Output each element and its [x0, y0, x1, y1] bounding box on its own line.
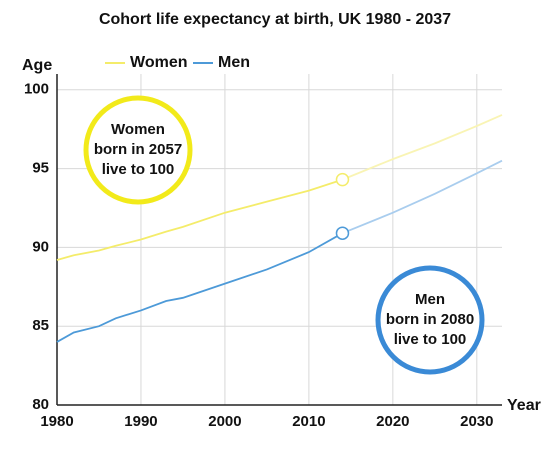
- annotation-text: live to 100: [102, 161, 175, 178]
- y-axis-label: Age: [22, 57, 52, 74]
- y-tick-label: 90: [32, 238, 49, 255]
- line: [56, 178, 343, 261]
- annotation-text: live to 100: [394, 331, 467, 348]
- annotation-text: Men: [415, 291, 445, 308]
- point-marker: [335, 172, 350, 187]
- line: [56, 232, 343, 343]
- x-tick-label: 2030: [460, 413, 493, 430]
- chart-title: Cohort life expectancy at birth, UK 1980…: [99, 11, 451, 28]
- legend-label: Men: [218, 54, 250, 71]
- y-tick-label: 100: [24, 81, 49, 98]
- point-marker: [335, 226, 350, 240]
- y-tick-label: 95: [32, 160, 49, 177]
- x-axis-label: Year: [507, 397, 541, 414]
- projection-line: [342, 114, 503, 181]
- x-tick-label: 2000: [208, 413, 241, 430]
- annotation-text: Women: [111, 121, 165, 138]
- y-tick-label: 85: [32, 317, 49, 334]
- x-tick-label: 1990: [124, 413, 157, 430]
- annotation-circle: [375, 265, 485, 375]
- projection-line: [342, 159, 503, 235]
- legend-label: Women: [130, 54, 187, 71]
- x-tick-label: 2010: [292, 413, 325, 430]
- y-tick-label: 80: [32, 396, 49, 413]
- x-tick-label: 2020: [376, 413, 409, 430]
- annotation-text: born in 2080: [386, 311, 474, 328]
- annotation-text: born in 2057: [94, 141, 182, 158]
- annotation-circle: [83, 95, 193, 205]
- x-tick-label: 1980: [40, 413, 73, 430]
